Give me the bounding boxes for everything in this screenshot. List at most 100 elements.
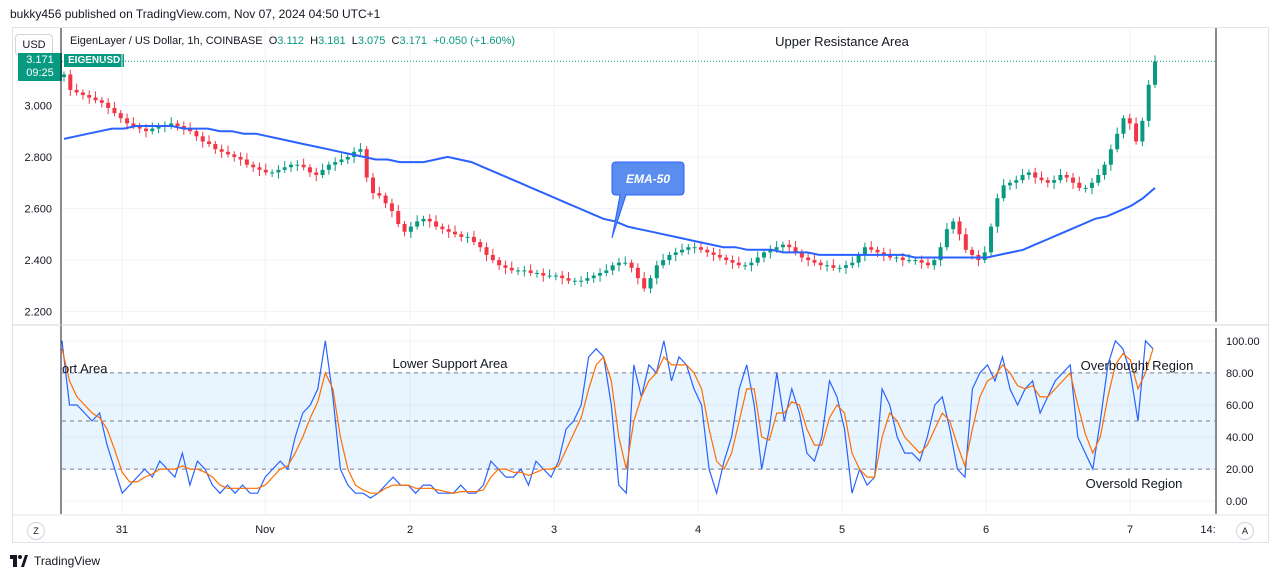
candle-body xyxy=(326,164,331,170)
candle-body xyxy=(957,221,962,235)
candle-body xyxy=(225,151,230,155)
candle-body xyxy=(585,278,590,281)
price-tick-label: 2.400 xyxy=(24,255,52,267)
candle-body xyxy=(598,273,603,276)
tradingview-logo-icon xyxy=(10,555,28,567)
candle-body xyxy=(1121,118,1126,134)
candle-body xyxy=(604,270,609,273)
candle-body xyxy=(579,280,584,282)
candle-body xyxy=(762,252,767,258)
candle-body xyxy=(276,169,281,173)
candle-body xyxy=(1102,164,1107,175)
candle-body xyxy=(244,159,249,165)
candle-body xyxy=(478,242,483,248)
candle-body xyxy=(995,198,1000,227)
high-label: H xyxy=(310,35,319,47)
x-tick-label: 3 xyxy=(551,524,557,536)
candle-body xyxy=(730,260,735,263)
candle-body xyxy=(743,265,748,267)
candle-body xyxy=(1089,182,1094,188)
candle-body xyxy=(900,257,905,261)
candle-body xyxy=(913,260,918,262)
candle-body xyxy=(1058,175,1063,181)
candle-body xyxy=(1033,172,1038,178)
candle-body xyxy=(755,257,760,263)
price-tick-label: 2.200 xyxy=(24,307,52,319)
candle-body xyxy=(925,262,930,266)
candle-body xyxy=(919,260,924,263)
candle-body xyxy=(528,270,533,273)
candle-body xyxy=(377,193,382,196)
candle-body xyxy=(156,126,161,129)
candle-body xyxy=(749,262,754,266)
candle-body xyxy=(200,136,205,142)
candle-body xyxy=(87,95,92,98)
candle-body xyxy=(799,252,804,258)
candle-body xyxy=(642,278,647,289)
candle-body xyxy=(818,262,823,266)
candle-body xyxy=(440,226,445,230)
candle-body xyxy=(118,113,123,119)
candle-body xyxy=(358,149,363,152)
candle-body xyxy=(143,128,148,132)
candle-body xyxy=(427,218,432,222)
candle-body xyxy=(465,236,470,238)
candle-body xyxy=(289,164,294,168)
candle-body xyxy=(1071,177,1076,183)
candle-body xyxy=(270,172,275,174)
candle-body xyxy=(125,118,130,124)
osc-tick-label: 100.00 xyxy=(1226,336,1260,348)
candle-body xyxy=(673,252,678,255)
candle-body xyxy=(1083,187,1088,189)
support-area-clipped-label: ort Area xyxy=(62,361,108,376)
candle-body xyxy=(106,102,111,108)
candle-body xyxy=(263,169,268,173)
low-label: L xyxy=(351,35,358,47)
candle-body xyxy=(402,224,407,232)
candle-body xyxy=(825,265,830,267)
candle-body xyxy=(1039,177,1044,181)
candle-body xyxy=(534,273,539,274)
osc-tick-label: 40.00 xyxy=(1226,432,1254,444)
auto-scale-button[interactable]: A xyxy=(1236,522,1254,540)
osc-tick-label: 20.00 xyxy=(1226,464,1254,476)
footer-brand: TradingView xyxy=(34,554,101,568)
publisher-line: bukky456 published on TradingView.com, N… xyxy=(10,7,381,21)
candle-body xyxy=(282,167,287,170)
stochastic-band-layer xyxy=(62,372,1215,470)
x-tick-label: Nov xyxy=(255,524,275,536)
candle-body xyxy=(62,74,66,77)
candle-body xyxy=(389,203,394,212)
x-tick-label: 5 xyxy=(839,524,845,536)
price-tick-label: 2.800 xyxy=(24,152,52,164)
osc-tick-label: 60.00 xyxy=(1226,400,1254,412)
goto-date-button[interactable]: Z xyxy=(27,522,45,540)
candle-body xyxy=(648,278,653,289)
candle-body xyxy=(881,252,886,255)
x-tick-label: 2 xyxy=(407,524,413,536)
candle-body xyxy=(711,252,716,255)
high-value: 3.181 xyxy=(318,35,346,47)
candle-body xyxy=(383,195,388,204)
candle-body xyxy=(541,273,546,276)
symbol-name: EigenLayer / US Dollar, 1h, COINBASE xyxy=(70,35,263,47)
candle-body xyxy=(1026,172,1031,175)
change-value: +0.050 (+1.60%) xyxy=(433,35,516,47)
candle-body xyxy=(591,275,596,279)
candle-body xyxy=(547,275,552,277)
candle-body xyxy=(194,131,199,137)
candle-body xyxy=(623,262,628,264)
symbol-legend[interactable]: EigenLayer / US Dollar, 1h, COINBASE O3.… xyxy=(70,35,515,47)
candle-body xyxy=(1140,120,1145,142)
footer-logo[interactable]: TradingView xyxy=(10,554,100,568)
candle-body xyxy=(661,260,666,266)
close-value: 3.171 xyxy=(399,35,427,47)
candle-body xyxy=(932,260,937,266)
candle-body xyxy=(434,221,439,227)
candle-body xyxy=(1052,180,1057,183)
oversold-label: Oversold Region xyxy=(1086,476,1183,491)
x-tick-label: 6 xyxy=(983,524,989,536)
candle-body xyxy=(459,234,464,237)
candle-body xyxy=(1146,84,1151,121)
